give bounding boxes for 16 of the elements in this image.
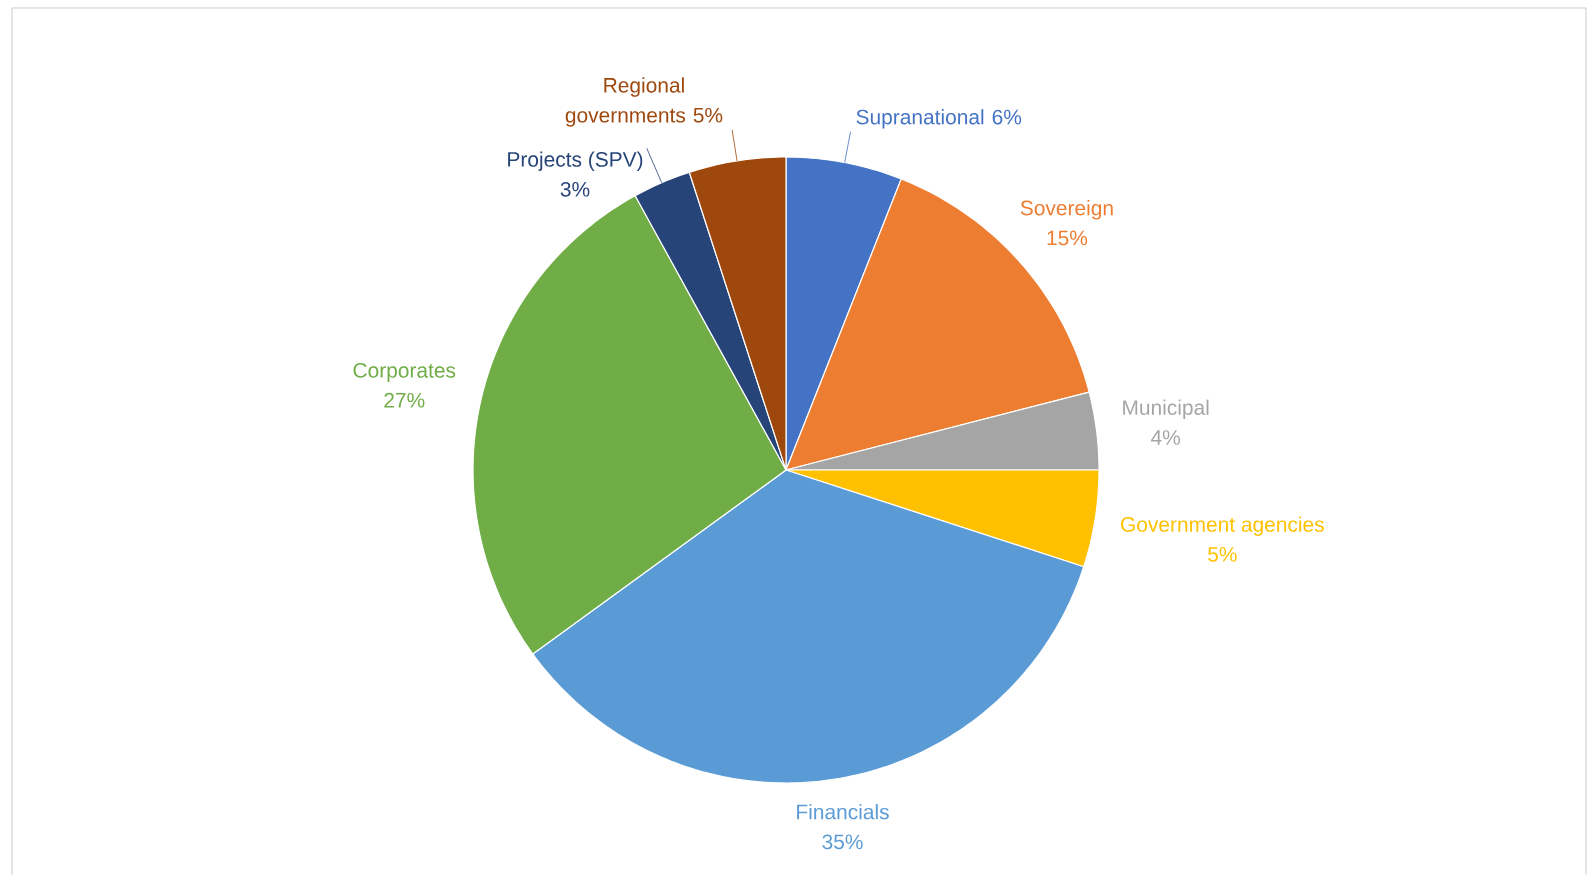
data-label: 5% bbox=[693, 107, 723, 123]
data-label: 27% bbox=[384, 392, 425, 408]
slice-label: Financials bbox=[797, 803, 889, 820]
data-label: 15% bbox=[1047, 230, 1088, 246]
slice-label: Corporates bbox=[353, 362, 456, 382]
data-label: 6% bbox=[992, 109, 1022, 125]
data-label: 4% bbox=[1151, 430, 1181, 445]
slice-label: Projects (SPV) bbox=[508, 151, 643, 171]
slice-label: Regional governments bbox=[565, 77, 686, 127]
slice-label: Municipal bbox=[1123, 399, 1209, 420]
slice-label: Sovereign bbox=[1020, 200, 1113, 220]
data-label: 3% bbox=[560, 181, 590, 197]
data-label: 5% bbox=[1208, 547, 1237, 562]
data-label: 35% bbox=[822, 834, 863, 850]
slice-label: Supranational bbox=[856, 109, 984, 129]
slice-label: Government agencies bbox=[1121, 516, 1324, 536]
